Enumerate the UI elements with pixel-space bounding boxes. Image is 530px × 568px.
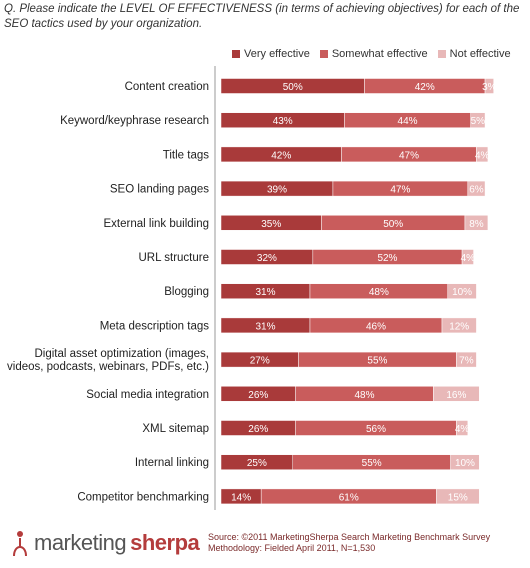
- category-label: Title tags: [163, 149, 209, 161]
- data-label: 46%: [366, 321, 386, 332]
- data-label: 16%: [446, 390, 466, 401]
- data-label: 42%: [415, 82, 435, 93]
- question-text: Q. Please indicate the LEVEL OF EFFECTIV…: [4, 3, 520, 30]
- bar-segment: [484, 78, 494, 94]
- category-label: Meta description tags: [100, 320, 210, 332]
- category-label: Digital asset optimization (images,: [35, 348, 210, 360]
- data-label: 56%: [366, 424, 386, 435]
- category-label: External link building: [104, 218, 209, 230]
- legend-swatch-very: [232, 50, 240, 58]
- category-label: videos, podcasts, webinars, PDFs, etc.): [7, 361, 209, 373]
- bar-segment: [441, 317, 477, 334]
- bar-segment: [450, 454, 480, 470]
- bar-segment: [470, 112, 486, 128]
- data-label: 8%: [469, 219, 484, 230]
- data-label: 47%: [399, 150, 419, 161]
- bar-segment: [476, 146, 489, 163]
- category-label: Blogging: [164, 286, 209, 298]
- category-label: Keyword/keyphrase research: [60, 115, 209, 127]
- logo-figure-icon: [13, 531, 27, 557]
- category-label: Competitor benchmarking: [77, 491, 209, 503]
- legend-item-not: Not effective: [437, 48, 511, 60]
- data-label: 12%: [449, 321, 469, 332]
- data-label: 4%: [461, 253, 476, 264]
- data-label: 35%: [261, 219, 281, 230]
- legend-label-somewhat: Somewhat effective: [331, 48, 428, 60]
- data-label: 7%: [459, 356, 474, 367]
- category-label: Social media integration: [86, 389, 209, 401]
- data-label: 48%: [369, 287, 389, 298]
- data-label: 47%: [390, 185, 410, 196]
- data-label: 32%: [257, 253, 277, 264]
- logo-text-marketing: marketing: [34, 530, 127, 555]
- chart-legend: Very effective Somewhat effective Not ef…: [232, 48, 511, 60]
- logo-text-sherpa: sherpa: [130, 530, 200, 555]
- bar-segment: [464, 215, 489, 231]
- data-label: 4%: [455, 424, 470, 435]
- category-label: URL structure: [138, 252, 209, 264]
- data-label: 27%: [250, 356, 270, 367]
- marketingsherpa-logo: marketing sherpa: [10, 528, 200, 558]
- data-label: 61%: [339, 492, 359, 503]
- data-label: 26%: [248, 424, 268, 435]
- stacked-bar-chart: Content creation 50% 42% 3% Keyword/keyphras…: [7, 66, 497, 510]
- data-label: 48%: [354, 390, 374, 401]
- data-label: 50%: [383, 219, 403, 230]
- data-label: 44%: [398, 116, 418, 127]
- data-label: 52%: [377, 253, 397, 264]
- bar-segment: [447, 283, 477, 299]
- data-label: 50%: [283, 82, 303, 93]
- data-label: 6%: [469, 185, 484, 196]
- data-label: 31%: [255, 287, 275, 298]
- bar-segment: [436, 488, 480, 505]
- data-label: 55%: [367, 356, 387, 367]
- category-label: Internal linking: [135, 457, 209, 469]
- data-label: 55%: [362, 458, 382, 469]
- bar-segment: [456, 420, 469, 436]
- source-line: Source: ©2011 MarketingSherpa Search Mar…: [208, 532, 491, 542]
- data-label: 25%: [247, 458, 267, 469]
- source-note: Source: ©2011 MarketingSherpa Search Mar…: [208, 532, 518, 554]
- bar-segment: [467, 180, 486, 197]
- category-label: XML sitemap: [142, 423, 209, 435]
- data-label: 14%: [231, 492, 251, 503]
- data-label: 42%: [271, 150, 291, 161]
- data-label: 26%: [248, 390, 268, 401]
- data-label: 4%: [475, 150, 490, 161]
- bar-segment: [433, 386, 480, 402]
- category-label: SEO landing pages: [110, 184, 209, 196]
- legend-item-very: Very effective: [232, 48, 310, 60]
- legend-swatch-not: [437, 50, 446, 58]
- legend-item-somewhat: Somewhat effective: [319, 48, 428, 60]
- category-label: Content creation: [125, 81, 209, 93]
- bar-segment: [456, 351, 477, 368]
- legend-label-not: Not effective: [449, 48, 511, 60]
- data-label: 10%: [455, 458, 475, 469]
- legend-label-very: Very effective: [244, 48, 310, 60]
- bar-segment: [461, 249, 474, 265]
- data-label: 10%: [452, 287, 472, 298]
- legend-swatch-somewhat: [319, 50, 328, 58]
- data-label: 43%: [273, 116, 293, 127]
- methodology-line: Methodology: Fielded April 2011, N=1,530: [208, 543, 376, 553]
- data-label: 31%: [255, 321, 275, 332]
- data-label: 39%: [267, 185, 287, 196]
- data-label: 5%: [471, 116, 486, 127]
- data-label: 3%: [482, 82, 497, 93]
- data-label: 15%: [448, 492, 468, 503]
